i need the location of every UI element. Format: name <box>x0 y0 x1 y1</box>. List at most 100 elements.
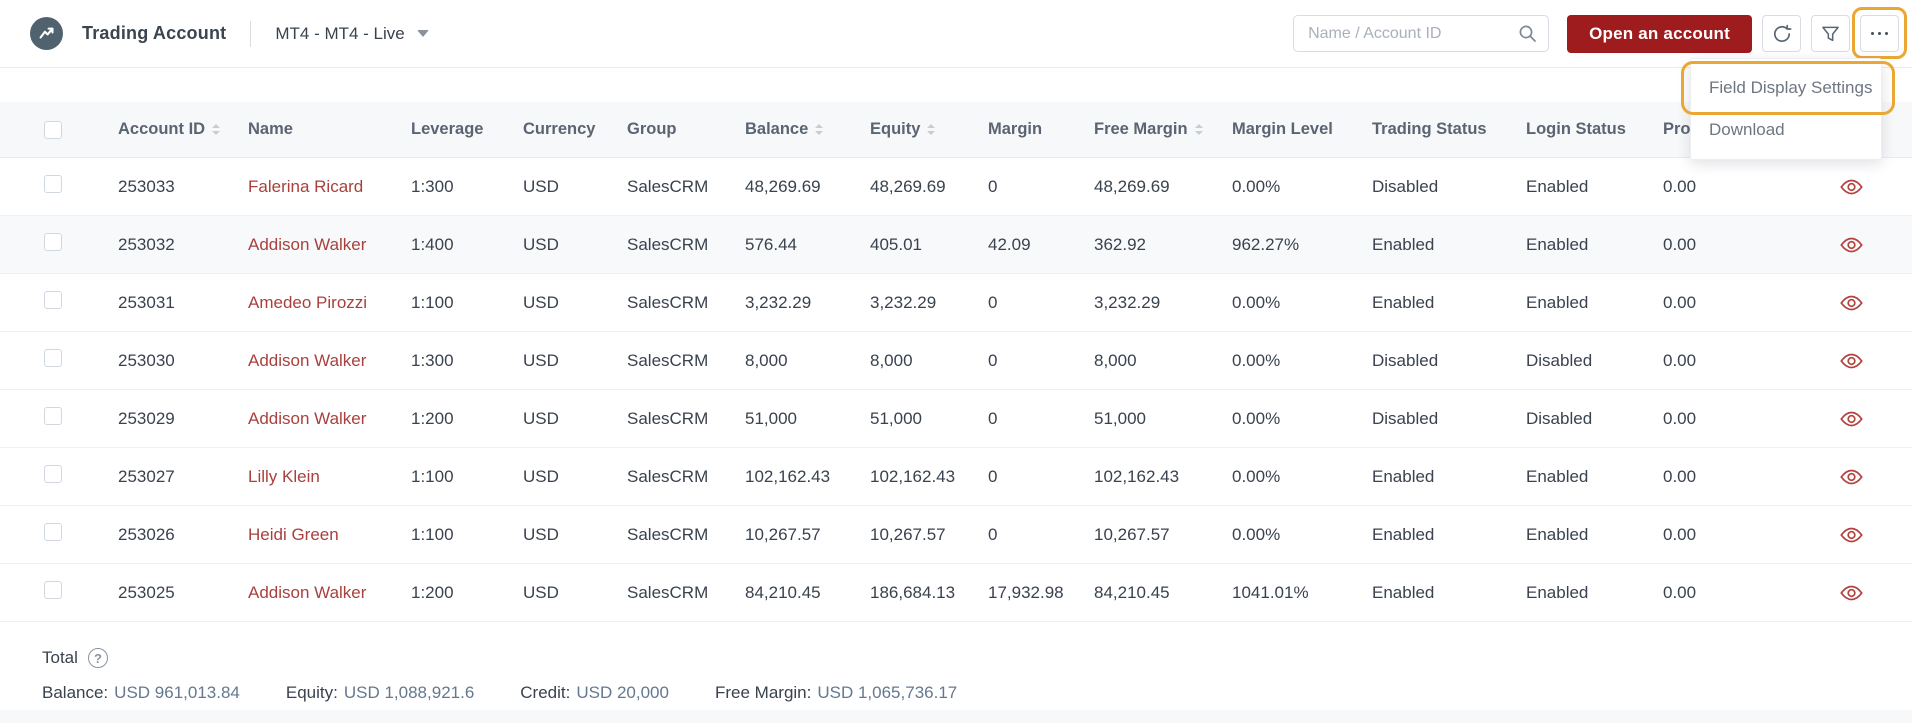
help-icon[interactable]: ? <box>87 648 108 668</box>
column-header-free_margin[interactable]: Free Margin <box>1094 120 1232 139</box>
cell-currency: USD <box>523 176 559 196</box>
cell-group: SalesCRM <box>627 408 709 428</box>
row-checkbox-cell <box>0 581 118 604</box>
more-button[interactable] <box>1852 7 1907 59</box>
total-item-value: USD 20,000 <box>576 683 669 702</box>
cell-name[interactable]: Addison Walker <box>248 350 367 370</box>
refresh-icon <box>1773 24 1791 42</box>
cell-profit: 0.00 <box>1663 176 1697 196</box>
total-item: Balance: USD 961,013.84 <box>42 683 240 703</box>
open-account-button[interactable]: Open an account <box>1567 14 1752 53</box>
sort-icon[interactable] <box>927 124 936 135</box>
cell-leverage: 1:200 <box>411 408 454 428</box>
cell-balance: 48,269.69 <box>745 176 821 196</box>
row-checkbox[interactable] <box>44 291 62 309</box>
view-account-button[interactable] <box>1790 527 1912 543</box>
cell-trading_status: Disabled <box>1372 350 1439 370</box>
cell-margin: 0 <box>988 292 998 312</box>
view-account-button[interactable] <box>1790 469 1912 485</box>
cell-balance: 84,210.45 <box>745 582 821 602</box>
search-icon[interactable] <box>1517 23 1538 44</box>
cell-name[interactable]: Addison Walker <box>248 582 367 602</box>
cell-name[interactable]: Addison Walker <box>248 408 367 428</box>
cell-margin_level: 0.00% <box>1232 466 1281 486</box>
table-header-row: Account ID Name Leverage Currency Group Balan… <box>0 102 1912 158</box>
account-type-selector[interactable]: MT4 - MT4 - Live <box>275 23 429 44</box>
view-account-button[interactable] <box>1790 585 1912 601</box>
cell-equity: 8,000 <box>870 350 913 370</box>
total-item: Credit: USD 20,000 <box>520 683 669 703</box>
eye-icon <box>1839 411 1863 426</box>
table-row[interactable]: 253032 Addison Walker 1:400 USD SalesCRM 576.… <box>0 216 1912 274</box>
cell-name[interactable]: Lilly Klein <box>248 466 320 486</box>
cell-trading_status: Enabled <box>1372 234 1435 254</box>
refresh-button[interactable] <box>1762 15 1801 52</box>
cell-login_status: Enabled <box>1526 524 1589 544</box>
accounts-table: Account ID Name Leverage Currency Group Balan… <box>0 102 1912 622</box>
sort-icon[interactable] <box>212 124 221 135</box>
cell-leverage: 1:200 <box>411 582 454 602</box>
cell-login_status: Enabled <box>1526 176 1589 196</box>
row-checkbox[interactable] <box>44 465 62 483</box>
column-header-equity[interactable]: Equity <box>870 120 988 139</box>
top-bar: Trading Account MT4 - MT4 - Live Open an… <box>0 0 1912 68</box>
cell-login_status: Disabled <box>1526 408 1593 428</box>
account-type-label: MT4 - MT4 - Live <box>275 23 405 43</box>
cell-name[interactable]: Addison Walker <box>248 234 367 254</box>
cell-name[interactable]: Falerina Ricard <box>248 176 364 196</box>
more-menu: Field Display Settings Download <box>1681 58 1895 160</box>
header-checkbox[interactable] <box>44 120 62 139</box>
eye-icon <box>1839 179 1863 194</box>
column-header-trading_status: Trading Status <box>1372 120 1487 138</box>
table-row[interactable]: 253030 Addison Walker 1:300 USD SalesCRM 8,00… <box>0 332 1912 390</box>
cell-account_id: 253025 <box>118 582 175 602</box>
page-title: Trading Account <box>82 23 227 43</box>
table-row[interactable]: 253033 Falerina Ricard 1:300 USD SalesCRM 48,… <box>0 158 1912 216</box>
search-input[interactable] <box>1293 15 1550 52</box>
column-header-currency: Currency <box>523 120 596 138</box>
filter-button[interactable] <box>1811 15 1850 52</box>
view-account-button[interactable] <box>1790 411 1912 427</box>
row-checkbox-cell <box>0 523 118 546</box>
cell-group: SalesCRM <box>627 350 709 370</box>
chevron-down-icon <box>416 30 429 37</box>
row-checkbox[interactable] <box>44 349 62 367</box>
cell-group: SalesCRM <box>627 292 709 312</box>
cell-leverage: 1:400 <box>411 234 454 254</box>
cell-margin: 42.09 <box>988 234 1031 254</box>
total-item-value: USD 961,013.84 <box>114 683 240 702</box>
sort-icon[interactable] <box>1194 124 1203 135</box>
cell-profit: 0.00 <box>1663 234 1697 254</box>
cell-trading_status: Enabled <box>1372 582 1435 602</box>
row-checkbox[interactable] <box>44 175 62 193</box>
eye-icon <box>1839 237 1863 252</box>
cell-name[interactable]: Amedeo Pirozzi <box>248 292 368 312</box>
cell-margin: 0 <box>988 408 998 428</box>
table-row[interactable]: 253026 Heidi Green 1:100 USD SalesCRM 10,267.… <box>0 506 1912 564</box>
total-item-label: Equity: <box>285 683 338 702</box>
cell-login_status: Enabled <box>1526 466 1589 486</box>
view-account-button[interactable] <box>1790 237 1912 253</box>
cell-free_margin: 84,210.45 <box>1094 582 1170 602</box>
menu-item-download[interactable]: Download <box>1691 109 1881 151</box>
row-checkbox[interactable] <box>44 407 62 425</box>
sort-icon[interactable] <box>815 124 824 135</box>
table-row[interactable]: 253031 Amedeo Pirozzi 1:100 USD SalesCRM 3,23… <box>0 274 1912 332</box>
menu-item-label: Field Display Settings <box>1709 78 1873 97</box>
cell-margin_level: 0.00% <box>1232 408 1281 428</box>
table-row[interactable]: 253029 Addison Walker 1:200 USD SalesCRM 51,0… <box>0 390 1912 448</box>
view-account-button[interactable] <box>1790 179 1912 195</box>
total-item-label: Free Margin: <box>714 683 812 702</box>
eye-icon <box>1839 353 1863 368</box>
column-header-balance[interactable]: Balance <box>745 120 870 139</box>
row-checkbox[interactable] <box>44 581 62 599</box>
row-checkbox[interactable] <box>44 233 62 251</box>
row-checkbox[interactable] <box>44 523 62 541</box>
column-header-account_id[interactable]: Account ID <box>118 120 248 139</box>
cell-name[interactable]: Heidi Green <box>248 524 339 544</box>
menu-item-field-display-settings[interactable]: Field Display Settings <box>1681 61 1895 115</box>
view-account-button[interactable] <box>1790 295 1912 311</box>
table-row[interactable]: 253027 Lilly Klein 1:100 USD SalesCRM 102,162… <box>0 448 1912 506</box>
table-row[interactable]: 253025 Addison Walker 1:200 USD SalesCRM 84,2… <box>0 564 1912 622</box>
view-account-button[interactable] <box>1790 353 1912 369</box>
